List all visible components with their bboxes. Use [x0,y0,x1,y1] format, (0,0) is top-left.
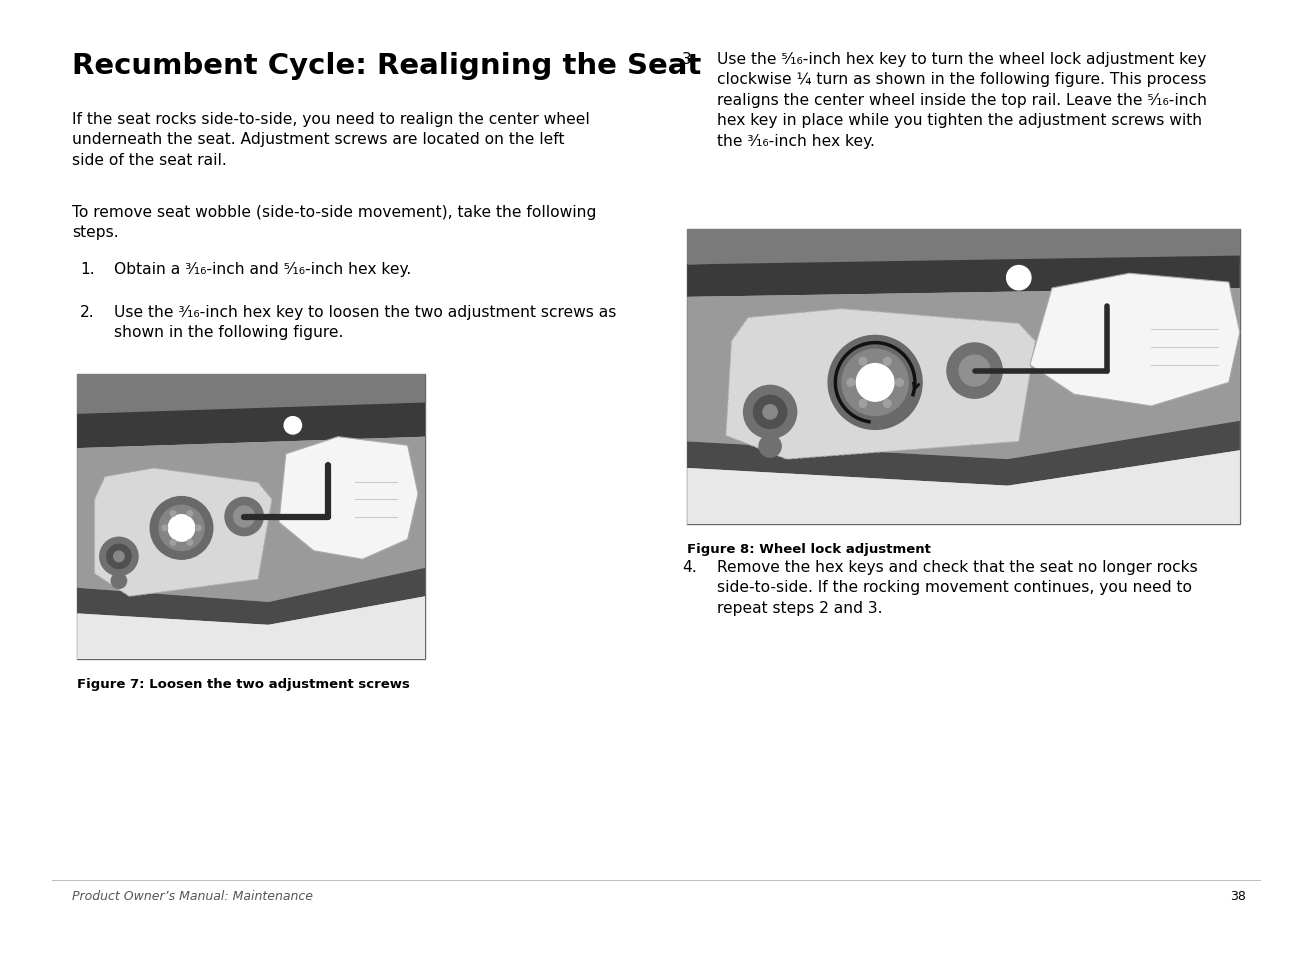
Polygon shape [77,403,425,449]
Circle shape [959,355,991,387]
Circle shape [171,540,176,545]
Circle shape [842,350,908,416]
Circle shape [100,537,138,576]
Text: 2.: 2. [80,305,94,319]
Polygon shape [279,437,419,559]
Circle shape [106,545,131,569]
Text: 1.: 1. [80,262,94,276]
Circle shape [760,436,781,457]
Circle shape [150,497,213,559]
Polygon shape [687,289,1240,459]
Bar [687,230,1240,265]
Text: Figure 8: Wheel lock adjustment: Figure 8: Wheel lock adjustment [687,542,932,556]
Circle shape [828,336,922,430]
Polygon shape [94,469,272,597]
Circle shape [859,400,867,408]
Circle shape [753,395,787,429]
Circle shape [947,344,1002,398]
Polygon shape [726,310,1035,459]
Polygon shape [687,421,1240,486]
Circle shape [896,379,903,387]
Text: If the seat rocks side-to-side, you need to realign the center wheel
underneath : If the seat rocks side-to-side, you need… [72,112,590,168]
Polygon shape [1030,274,1240,407]
Circle shape [285,417,302,435]
Bar [687,230,1240,524]
Polygon shape [77,568,425,625]
Circle shape [883,400,891,408]
Circle shape [848,379,854,387]
Circle shape [234,507,255,527]
Polygon shape [77,437,425,602]
Text: Product Owner’s Manual: Maintenance: Product Owner’s Manual: Maintenance [72,889,314,902]
Circle shape [744,386,796,439]
Text: Obtain a ³⁄₁₆-inch and ⁵⁄₁₆-inch hex key.: Obtain a ³⁄₁₆-inch and ⁵⁄₁₆-inch hex key… [114,262,412,276]
Circle shape [188,511,193,517]
Text: 4.: 4. [682,559,697,575]
Circle shape [764,405,777,419]
Text: Recumbent Cycle: Realigning the Seat: Recumbent Cycle: Realigning the Seat [72,52,702,80]
Circle shape [163,525,168,531]
Text: Remove the hex keys and check that the seat no longer rocks
side-to-side. If the: Remove the hex keys and check that the s… [718,559,1198,615]
Polygon shape [687,256,1240,297]
Circle shape [114,552,125,562]
Circle shape [883,358,891,366]
Text: Use the ⁵⁄₁₆-inch hex key to turn the wheel lock adjustment key
clockwise ¼ turn: Use the ⁵⁄₁₆-inch hex key to turn the wh… [718,52,1207,149]
Polygon shape [77,597,425,659]
Text: Use the ³⁄₁₆-inch hex key to loosen the two adjustment screws as
shown in the fo: Use the ³⁄₁₆-inch hex key to loosen the … [114,305,617,340]
Circle shape [188,540,193,545]
Circle shape [859,358,867,366]
Text: To remove seat wobble (side-to-side movement), take the following
steps.: To remove seat wobble (side-to-side move… [72,205,597,240]
Circle shape [112,574,126,589]
Bar [77,375,425,659]
Circle shape [1006,266,1031,291]
Text: 3.: 3. [682,52,697,67]
Circle shape [159,506,205,551]
Text: Figure 7: Loosen the two adjustment screws: Figure 7: Loosen the two adjustment scre… [77,678,411,690]
Polygon shape [687,451,1240,524]
Circle shape [195,525,201,531]
Circle shape [171,511,176,517]
Circle shape [224,497,264,537]
Circle shape [857,364,893,402]
Circle shape [168,516,194,541]
Bar [77,375,425,415]
Text: 38: 38 [1231,889,1246,902]
